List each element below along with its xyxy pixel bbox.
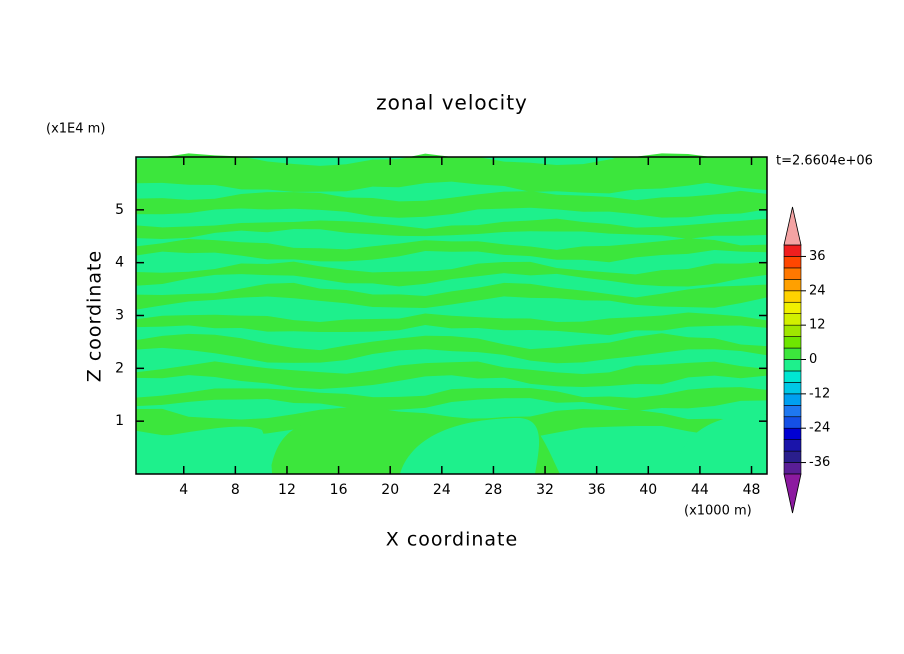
- colorbar-over: [783, 206, 802, 246]
- colorbar-segment: [783, 393, 802, 406]
- colorbar-segment: [783, 382, 802, 395]
- contour-region: [136, 218, 767, 240]
- contour-region: [136, 190, 767, 218]
- y-tick-label: 5: [115, 202, 124, 218]
- colorbar-segment: [783, 301, 802, 314]
- colorbar-tick-label: 36: [809, 249, 826, 264]
- colorbar-tick-label: -24: [809, 421, 830, 436]
- colorbar-segment: [783, 359, 802, 372]
- contour-region: [136, 157, 767, 190]
- contour-region: [400, 418, 540, 474]
- colorbar-segment: [783, 279, 802, 292]
- colorbar-tick-label: -36: [809, 455, 830, 470]
- y-axis-label: Z coordinate: [84, 250, 106, 382]
- colorbar-segment: [783, 290, 802, 303]
- colorbar-segment: [783, 324, 802, 337]
- y-tick-label: 1: [115, 413, 124, 429]
- colorbar-segment: [783, 404, 802, 418]
- x-tick-label: 16: [330, 482, 348, 498]
- colorbar-segment: [783, 439, 802, 452]
- x-tick-label: 20: [381, 482, 399, 498]
- x-tick-label: 40: [639, 482, 657, 498]
- colorbar-segment: [783, 370, 802, 383]
- contour-region: [136, 361, 767, 389]
- x-tick-label: 28: [485, 482, 503, 498]
- contour-region: [136, 333, 767, 364]
- colorbar-segment: [783, 347, 802, 360]
- contour-region: [136, 153, 767, 194]
- y-tick-label: 2: [115, 360, 124, 376]
- colorbar-under: [783, 473, 802, 514]
- colorbar-segment: [783, 313, 802, 326]
- colorbar-segment: [783, 244, 802, 257]
- colorbar-tick-label: 24: [809, 283, 826, 298]
- colorbar-segment: [783, 336, 802, 349]
- chart-title: zonal velocity: [376, 91, 528, 115]
- time-annotation: t=2.6604e+06: [776, 154, 873, 169]
- colorbar-tick-label: -12: [809, 386, 830, 401]
- x-tick-label: 12: [278, 482, 296, 498]
- colorbar-segment: [783, 267, 802, 280]
- colorbar-tick-label: 12: [809, 318, 826, 333]
- contour-field: [136, 153, 767, 474]
- x-tick-label: 8: [231, 482, 240, 498]
- contour-region: [136, 238, 767, 263]
- colorbar-segment: [783, 427, 802, 440]
- contour-region: [136, 426, 272, 474]
- contour-region: [136, 312, 767, 336]
- x-axis-label: X coordinate: [386, 529, 518, 551]
- x-tick-label: 4: [179, 482, 188, 498]
- x-tick-label: 44: [691, 482, 709, 498]
- colorbar-segment: [783, 416, 802, 429]
- colorbar-segment: [783, 450, 802, 463]
- colorbar-segment: [783, 462, 802, 475]
- colorbar-tick-label: 0: [809, 352, 817, 367]
- contour-region: [136, 282, 767, 310]
- y-unit-label: (x1E4 m): [46, 122, 105, 137]
- contour-region: [672, 414, 767, 474]
- x-tick-label: 24: [433, 482, 451, 498]
- x-tick-label: 36: [588, 482, 606, 498]
- contour-region: [136, 387, 767, 411]
- x-tick-label: 48: [743, 482, 761, 498]
- x-tick-label: 32: [536, 482, 554, 498]
- colorbar-segment: [783, 256, 802, 269]
- y-tick-label: 3: [115, 308, 124, 324]
- y-tick-label: 4: [115, 255, 124, 271]
- contour-region: [136, 261, 767, 287]
- x-unit-label: (x1000 m): [684, 504, 752, 519]
